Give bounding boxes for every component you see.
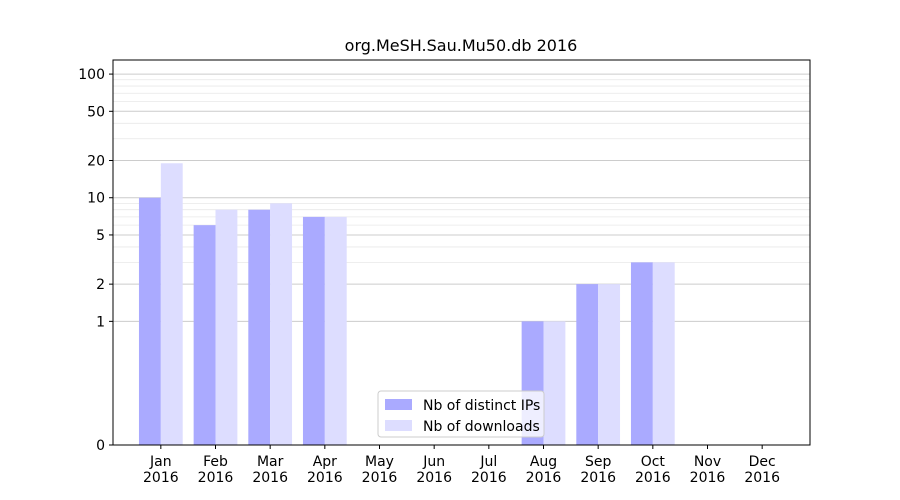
y-tick-label: 100 [78,67,105,83]
x-tick-label-year: 2016 [690,470,726,486]
legend-swatch [385,420,412,431]
bar [215,209,238,445]
x-tick-label-year: 2016 [471,470,507,486]
bar [576,284,599,445]
bar [270,203,293,445]
x-tick-label-month: Aug [530,454,557,470]
bar [630,262,653,445]
legend-label: Nb of distinct IPs [423,398,540,414]
bar [652,262,675,445]
x-tick-label-month: Jun [422,454,445,470]
chart-title: org.MeSH.Sau.Mu50.db 2016 [345,36,578,55]
x-tick-label-year: 2016 [362,470,398,486]
x-tick-label-month: Nov [694,454,721,470]
y-tick-label: 5 [96,228,105,244]
y-axis: 0 1 2 5 10 20 50 100 [78,67,113,454]
x-tick-label-year: 2016 [307,470,343,486]
x-tick-label-month: Apr [313,454,337,470]
legend-swatch [385,399,412,410]
bar [543,321,566,445]
x-tick-label-month: Mar [257,454,284,470]
y-tick-label: 50 [87,104,105,120]
x-tick-label-month: Feb [203,454,228,470]
x-tick-label-year: 2016 [526,470,562,486]
legend: Nb of distinct IPs Nb of downloads [377,390,545,438]
x-tick-label-year: 2016 [635,470,671,486]
x-tick-label-month: Dec [749,454,776,470]
x-tick-label-year: 2016 [198,470,234,486]
y-tick-label: 20 [87,154,105,170]
x-tick-label-month: Oct [641,454,666,470]
bar [138,197,161,445]
legend-box [377,390,545,438]
x-tick-label-year: 2016 [744,470,780,486]
legend-label: Nb of downloads [423,419,540,435]
y-tick-label: 2 [96,277,105,293]
y-tick-label: 10 [87,191,105,207]
bar [598,284,621,445]
y-tick-label: 0 [96,438,105,454]
bar [248,209,271,445]
x-tick-label-month: Sep [585,454,612,470]
x-tick-label-year: 2016 [580,470,616,486]
x-axis: Jan2016Feb2016Mar2016Apr2016May2016Jun20… [143,445,780,486]
x-tick-label-year: 2016 [252,470,288,486]
plot-frame [112,59,811,446]
x-tick-label-year: 2016 [143,470,179,486]
bar [324,216,347,445]
x-tick-label-year: 2016 [416,470,452,486]
bar [302,216,325,445]
bar [193,225,216,445]
bars [138,163,675,445]
y-tick-label: 1 [96,314,105,330]
bar [160,163,183,445]
x-tick-label-month: Jan [149,454,172,470]
x-tick-label-month: Jul [479,454,497,470]
x-tick-label-month: May [365,454,394,470]
